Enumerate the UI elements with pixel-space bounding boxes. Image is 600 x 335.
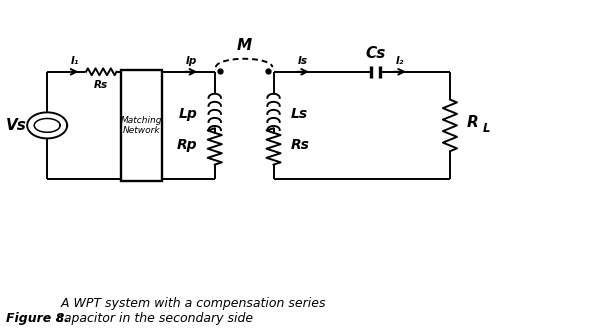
Text: M: M	[236, 38, 252, 53]
Text: Matching
Network: Matching Network	[121, 116, 162, 135]
Text: Rp: Rp	[176, 138, 197, 151]
Text: Cs: Cs	[365, 46, 385, 61]
Text: Rs: Rs	[291, 138, 310, 151]
Text: Ip: Ip	[185, 56, 197, 66]
Text: Ls: Ls	[291, 107, 308, 121]
Text: Lp: Lp	[178, 107, 197, 121]
Text: I₁: I₁	[71, 56, 79, 66]
Text: Rs: Rs	[94, 80, 109, 90]
Text: I₂: I₂	[396, 56, 404, 66]
Text: Vs: Vs	[6, 118, 27, 133]
Text: R: R	[466, 115, 478, 130]
Text: A WPT system with a compensation series
capacitor in the secondary side: A WPT system with a compensation series …	[57, 297, 325, 325]
FancyBboxPatch shape	[121, 70, 162, 181]
Text: L: L	[482, 122, 490, 135]
Text: Is: Is	[298, 56, 308, 66]
Text: Figure 8.: Figure 8.	[6, 312, 69, 325]
